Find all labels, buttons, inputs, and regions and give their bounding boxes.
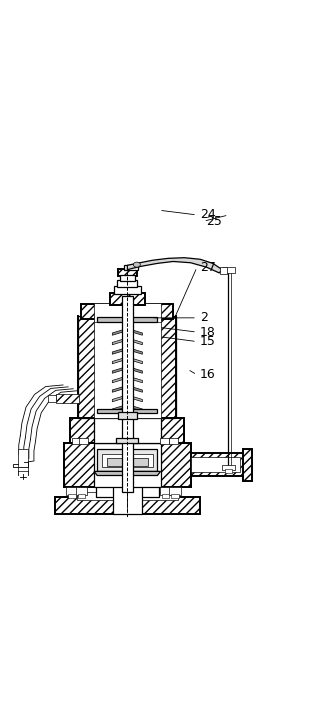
Bar [97, 317, 157, 322]
Polygon shape [112, 339, 123, 345]
Polygon shape [131, 339, 142, 345]
Bar [79, 438, 88, 444]
Text: 16: 16 [200, 368, 216, 381]
Bar [94, 418, 161, 443]
Polygon shape [131, 348, 142, 354]
Polygon shape [131, 386, 142, 392]
Polygon shape [131, 396, 142, 402]
Bar [97, 409, 157, 413]
Bar [162, 494, 169, 498]
Bar [113, 484, 142, 514]
Bar [81, 304, 173, 320]
Polygon shape [70, 418, 94, 443]
Bar [191, 457, 240, 472]
Bar [191, 453, 246, 476]
Text: 15: 15 [200, 335, 216, 348]
Bar [160, 438, 169, 444]
Bar [120, 276, 135, 281]
Bar [96, 484, 159, 497]
Text: 24: 24 [200, 208, 216, 221]
Bar [68, 494, 76, 498]
Bar [110, 293, 145, 305]
Bar [18, 449, 28, 472]
Polygon shape [127, 258, 222, 273]
Polygon shape [112, 386, 123, 392]
Polygon shape [131, 330, 142, 335]
Bar [118, 411, 137, 419]
Polygon shape [131, 406, 142, 411]
Bar [169, 487, 181, 495]
Polygon shape [131, 358, 142, 364]
Polygon shape [112, 377, 123, 383]
Bar [48, 395, 56, 402]
Text: 2: 2 [200, 312, 208, 325]
Polygon shape [112, 368, 123, 373]
Bar [94, 303, 161, 322]
Bar [72, 438, 80, 444]
Bar [122, 296, 133, 492]
Bar [107, 458, 148, 466]
Bar [169, 438, 178, 444]
Bar [243, 449, 252, 481]
Polygon shape [112, 348, 123, 354]
Polygon shape [94, 472, 161, 475]
Polygon shape [112, 396, 123, 402]
Bar [70, 418, 184, 443]
Bar [76, 487, 87, 495]
Bar [78, 494, 85, 498]
Bar [124, 265, 138, 271]
Bar [114, 286, 141, 294]
Bar [94, 316, 161, 418]
Bar [66, 487, 78, 495]
Bar [97, 449, 157, 472]
Polygon shape [131, 368, 142, 373]
Text: 27: 27 [200, 261, 216, 274]
Bar [151, 316, 176, 418]
Bar [171, 494, 179, 498]
Bar [117, 281, 137, 286]
Bar [160, 487, 171, 495]
Bar [77, 492, 178, 500]
Bar [54, 497, 200, 514]
Polygon shape [131, 377, 142, 383]
Polygon shape [64, 443, 94, 488]
Polygon shape [112, 358, 123, 364]
Ellipse shape [133, 262, 140, 267]
Bar [78, 316, 104, 418]
Text: 25: 25 [206, 215, 222, 228]
Polygon shape [161, 418, 184, 443]
Bar [56, 394, 79, 403]
Polygon shape [112, 330, 123, 335]
Polygon shape [112, 406, 123, 411]
Bar [222, 465, 235, 470]
Polygon shape [161, 443, 191, 488]
Bar [116, 437, 138, 443]
Bar [225, 469, 232, 473]
Bar [118, 269, 137, 276]
Bar [94, 443, 161, 488]
Bar [102, 454, 153, 467]
Text: 18: 18 [200, 325, 216, 339]
Bar [222, 267, 235, 273]
Bar [220, 267, 227, 274]
